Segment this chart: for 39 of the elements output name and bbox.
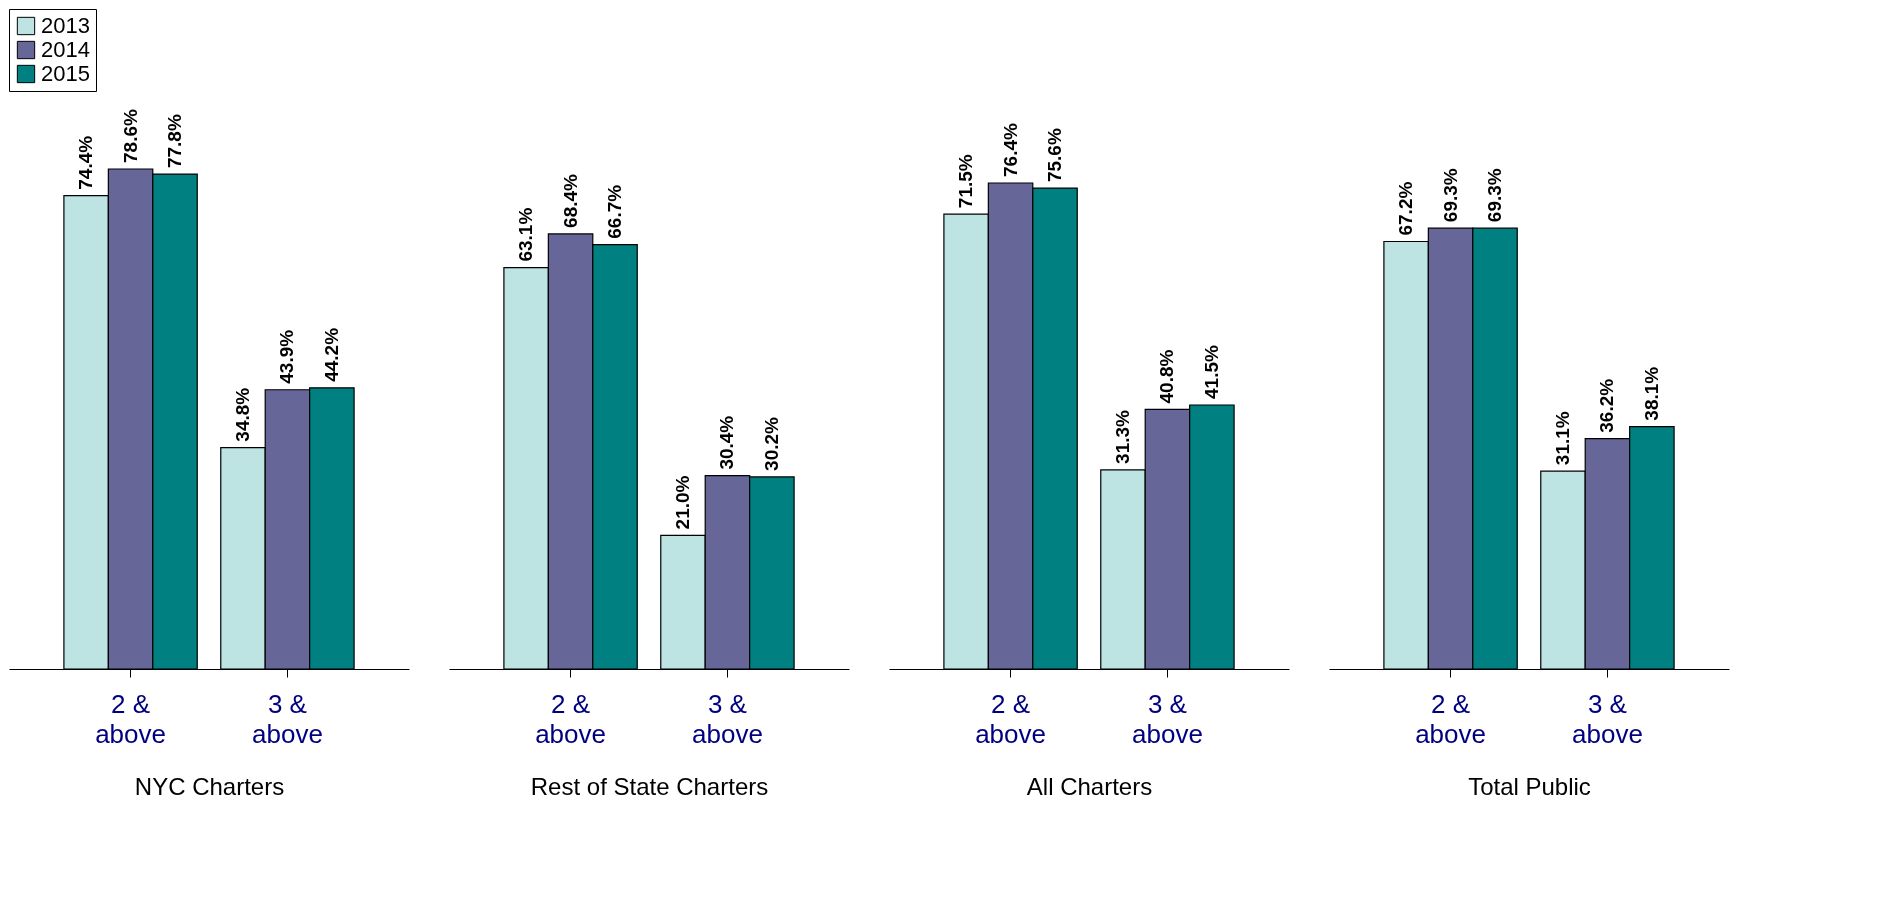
- x-tick-label: 2 & above: [975, 688, 1046, 749]
- data-label: 75.6%: [1044, 128, 1066, 183]
- data-label: 31.3%: [1111, 409, 1133, 464]
- data-label: 77.8%: [164, 114, 186, 169]
- x-tick-label: 2 & above: [1415, 688, 1486, 749]
- data-label: 44.2%: [320, 327, 342, 382]
- x-tick-label: 3 & above: [1572, 688, 1643, 749]
- legend-label: 2013: [41, 13, 90, 38]
- data-label: 34.8%: [231, 387, 253, 442]
- x-axis-title: All Charters: [1026, 772, 1153, 800]
- data-label: 69.3%: [1439, 168, 1461, 223]
- data-label: 21.0%: [671, 475, 693, 530]
- x-tick-label: 3 & above: [1132, 688, 1203, 749]
- data-label: 30.4%: [716, 415, 738, 470]
- data-label: 66.7%: [604, 184, 626, 239]
- legend-label: 2014: [41, 37, 90, 62]
- data-label: 74.4%: [75, 135, 97, 190]
- data-label: 40.8%: [1156, 349, 1178, 404]
- x-tick-label: 2 & above: [95, 688, 166, 749]
- x-tick-label: 3 & above: [692, 688, 763, 749]
- data-label: 63.1%: [515, 207, 537, 262]
- data-label: 71.5%: [955, 154, 977, 209]
- data-label: 67.2%: [1395, 181, 1417, 236]
- x-axis-title: NYC Charters: [134, 772, 285, 800]
- x-axis-title: Rest of State Charters: [530, 772, 769, 800]
- data-label: 69.3%: [1484, 168, 1506, 223]
- data-label: 30.2%: [760, 416, 782, 471]
- data-label: 68.4%: [559, 173, 581, 228]
- data-label: 38.1%: [1640, 366, 1662, 421]
- x-axis-title: Total Public: [1468, 772, 1591, 800]
- data-label: 78.6%: [119, 109, 141, 163]
- data-label: 31.1%: [1551, 411, 1573, 466]
- legend-label: 2015: [41, 61, 90, 86]
- x-tick-label: 3 & above: [252, 688, 323, 749]
- data-label: 36.2%: [1596, 378, 1618, 433]
- data-label: 76.4%: [999, 123, 1021, 177]
- data-label: 41.5%: [1200, 345, 1222, 400]
- data-label: 43.9%: [276, 329, 298, 384]
- x-tick-label: 2 & above: [535, 688, 606, 749]
